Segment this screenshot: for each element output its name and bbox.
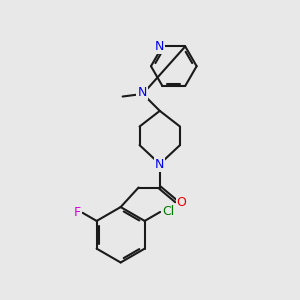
Text: N: N xyxy=(155,40,164,53)
Text: F: F xyxy=(74,206,81,219)
Text: N: N xyxy=(155,158,164,170)
Text: Cl: Cl xyxy=(162,206,175,218)
Text: N: N xyxy=(137,86,147,99)
Text: O: O xyxy=(177,196,187,209)
